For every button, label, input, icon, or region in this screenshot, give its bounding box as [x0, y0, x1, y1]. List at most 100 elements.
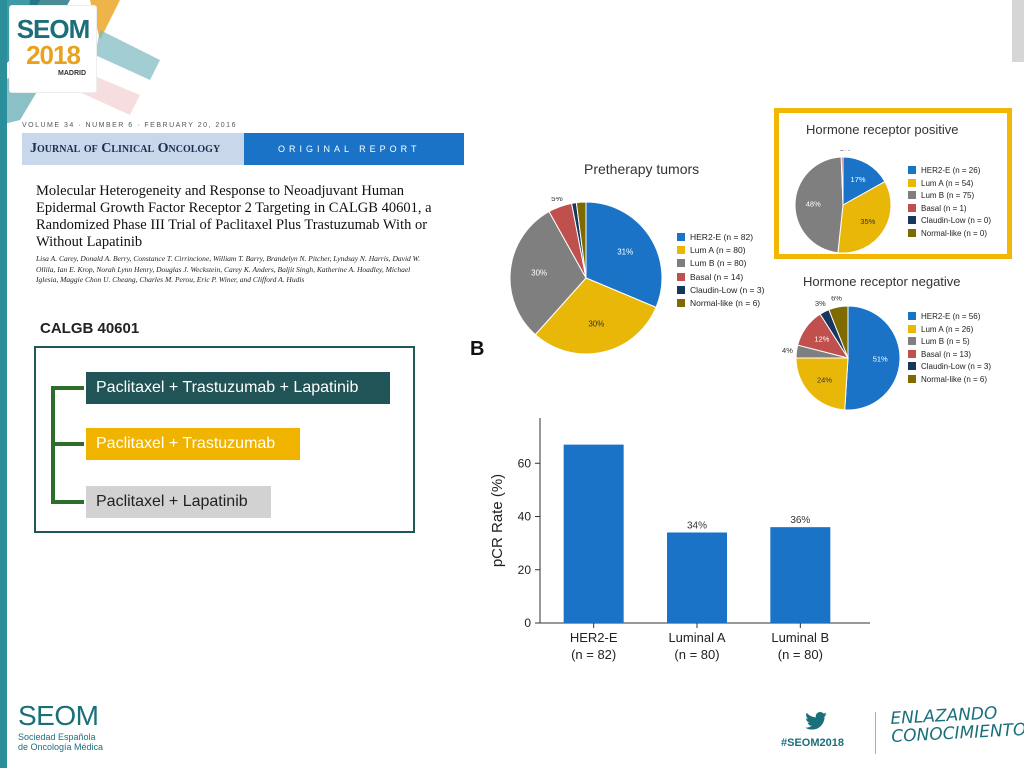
pie-title: Pretherapy tumors [584, 161, 700, 177]
pie-slice-label: 2% [575, 197, 587, 198]
logo-line1: SEOM [16, 14, 91, 44]
bar [770, 527, 831, 623]
legend-swatch [908, 374, 916, 383]
legend-item: Normal-like (n = 0) [908, 228, 991, 242]
legend-label: Basal (n = 1) [921, 203, 967, 213]
pie-title: Hormone receptor positive [806, 122, 959, 137]
pie-slice-label: 1% [567, 197, 579, 199]
x-tick-label: Luminal A [668, 630, 725, 645]
pie-slice-label: 31% [617, 248, 633, 257]
section-label: ORIGINAL REPORT [278, 144, 421, 154]
trial-arms-box [34, 346, 415, 533]
x-tick-label: HER2-E [570, 630, 618, 645]
x-tick-label: (n = 82) [571, 647, 616, 662]
legend-item: Lum A (n = 54) [908, 178, 991, 192]
legend-label: Normal-like (n = 6) [690, 297, 761, 308]
footer-divider [875, 712, 876, 754]
legend-item: Claudin-Low (n = 3) [677, 285, 764, 298]
legend-label: Basal (n = 14) [690, 271, 744, 282]
left-accent-bar [0, 0, 7, 768]
legend-swatch [677, 285, 685, 294]
pie-slice-label: 17% [851, 175, 866, 184]
legend-item: Basal (n = 1) [908, 203, 991, 217]
seom-footer-logo: SEOM Sociedad Española de Oncología Médi… [18, 700, 103, 752]
y-tick-label: 20 [518, 563, 532, 577]
pie-slice-her2-e [585, 201, 663, 309]
legend-label: Lum B (n = 75) [921, 191, 975, 200]
y-axis-label: pCR Rate (%) [489, 474, 506, 567]
pie-slice-label: 6% [831, 296, 842, 303]
hashtag: #SEOM2018 [781, 737, 844, 749]
legend-label: Lum A (n = 80) [690, 245, 746, 256]
pie-slice-label: 48% [806, 199, 821, 208]
footer-sub1: Sociedad Española [18, 732, 96, 742]
legend-swatch [908, 337, 916, 346]
footer-seom: SEOM [18, 700, 99, 731]
legend-item: HER2-E (n = 82) [677, 232, 764, 245]
legend-item: HER2-E (n = 26) [908, 166, 991, 179]
legend-label: Normal-like (n = 0) [921, 228, 988, 238]
pie-slice-her2-e [844, 305, 901, 411]
pie-title: Hormone receptor negative [803, 274, 961, 289]
pie-slice-label: 35% [860, 217, 875, 226]
legend-label: Lum B (n = 5) [921, 337, 970, 347]
legend-item: Claudin-Low (n = 3) [908, 362, 991, 375]
section-block: ORIGINAL REPORT [244, 133, 464, 165]
pie-slice-lum-b [509, 210, 587, 336]
bar-data-label: 36% [790, 515, 810, 526]
pie-slice-normal-like [575, 201, 587, 279]
legend-item: Lum B (n = 80) [677, 258, 764, 271]
pretherapy-legend: HER2-E (n = 82) Lum A (n = 80) Lum B (n = … [677, 232, 764, 311]
pcr-bar-chart: 0 20 40 60 pCR Rate (%) HER2-E (n = 82) 34% Lumi… [489, 418, 870, 662]
legend-item: Lum A (n = 80) [677, 245, 764, 258]
legend-swatch [908, 166, 916, 174]
x-tick-label: (n = 80) [674, 647, 719, 662]
pie-slice-label: 4% [782, 346, 793, 355]
pie-slice-lum-b [794, 156, 844, 254]
legend-swatch [908, 178, 916, 187]
legend-item: Lum B (n = 5) [908, 337, 991, 350]
legend-label: Claudin-Low (n = 3) [921, 362, 992, 372]
legend-label: HER2-E (n = 82) [690, 232, 754, 242]
legend-swatch [677, 259, 685, 268]
logo-city: MADRID [58, 70, 86, 77]
legend-item: Normal-like (n = 6) [908, 374, 991, 388]
pie-slice-label: 3% [815, 299, 826, 308]
pie-slice-label: 5% [551, 197, 563, 203]
legend-item: Lum B (n = 75) [908, 191, 991, 204]
legend-item: Basal (n = 14) [677, 272, 764, 285]
legend-label: Claudin-Low (n = 0) [921, 216, 992, 225]
footer-sub2: de Oncología Médica [18, 742, 104, 752]
tree-branch [51, 386, 84, 390]
y-tick-label: 60 [518, 456, 532, 470]
bar [667, 532, 727, 623]
legend-label: Lum A (n = 54) [921, 178, 974, 188]
x-tick-label: (n = 80) [778, 647, 823, 662]
legend-swatch [908, 362, 916, 371]
y-tick-label: 0 [524, 616, 531, 630]
bar-data-label: 34% [687, 520, 707, 531]
pie-slice-normal-like [828, 305, 849, 359]
seom-2018-logo: SEOM 2018 MADRID [10, 6, 96, 92]
arm-paclitaxel-lapatinib: Paclitaxel + Lapatinib [86, 486, 271, 518]
pie-slice-label: 51% [873, 355, 888, 364]
corner-tab [1012, 0, 1024, 62]
legend-item: Normal-like (n = 6) [677, 298, 764, 311]
pie-slice-label: < 1% [833, 150, 851, 153]
legend-swatch [908, 228, 916, 237]
legend-label: Lum A (n = 26) [921, 324, 974, 334]
pie-slice-her2-e [842, 156, 886, 206]
pie-slice-lum-a [837, 180, 892, 254]
legend-item: HER2-E (n = 56) [908, 312, 991, 325]
pie-slice-basal [840, 156, 844, 206]
legend-label: Lum B (n = 80) [690, 258, 747, 269]
legend-label: Normal-like (n = 6) [921, 374, 988, 384]
hr-negative-legend: HER2-E (n = 56) Lum A (n = 26) Lum B (n = … [908, 312, 991, 388]
pie-slice-label: 24% [817, 376, 832, 385]
y-tick-label: 40 [518, 510, 532, 524]
legend-swatch [677, 246, 685, 255]
arm-paclitaxel-trastuzumab-lapatinib: Paclitaxel + Trastuzumab + Lapatinib [86, 372, 390, 404]
journal-volume-line: VOLUME 34 · NUMBER 6 · FEBRUARY 20, 2016 [22, 122, 237, 129]
pie-slice-label: 12% [814, 335, 829, 344]
legend-item: Basal (n = 13) [908, 349, 991, 363]
